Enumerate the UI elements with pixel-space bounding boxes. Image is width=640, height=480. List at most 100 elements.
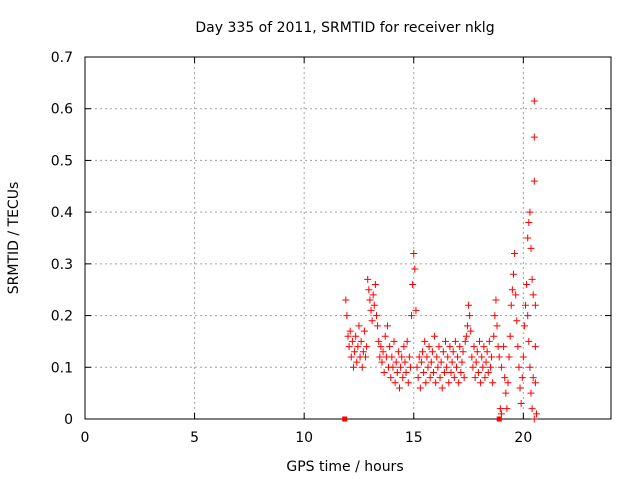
y-tick-label: 0.2	[51, 309, 73, 325]
data-point	[465, 301, 473, 309]
data-point	[342, 296, 350, 304]
data-point	[508, 286, 516, 294]
data-point	[459, 348, 467, 356]
data-point	[426, 374, 434, 382]
data-point	[493, 322, 501, 330]
data-point	[501, 374, 509, 382]
data-point	[354, 343, 362, 351]
data-point	[530, 177, 538, 185]
data-point	[469, 363, 477, 371]
data-point	[509, 270, 517, 278]
data-point	[374, 322, 382, 330]
data-point	[390, 337, 398, 345]
data-point	[392, 358, 400, 366]
data-point	[413, 363, 421, 371]
data-point	[476, 337, 483, 345]
data-point	[497, 410, 505, 418]
data-point	[516, 384, 524, 392]
data-point	[410, 250, 418, 258]
data-point	[531, 379, 539, 387]
data-point	[401, 358, 409, 366]
data-point	[355, 322, 363, 330]
data-point	[496, 405, 504, 413]
y-tick-label: 0.7	[51, 50, 73, 66]
data-point	[388, 353, 396, 361]
data-point	[489, 379, 497, 387]
data-point	[485, 337, 493, 345]
chart-title: Day 335 of 2011, SRMTID for receiver nkl…	[195, 20, 494, 36]
data-point	[411, 265, 419, 273]
data-point	[376, 353, 384, 361]
data-point	[450, 374, 458, 382]
data-point	[472, 358, 480, 366]
data-point	[530, 133, 538, 141]
data-point	[525, 337, 533, 345]
data-point	[495, 353, 503, 361]
data-point	[370, 301, 378, 309]
data-point	[427, 358, 435, 366]
data-point	[480, 343, 488, 351]
data-point	[375, 337, 383, 345]
data-point	[467, 327, 475, 335]
data-point	[372, 312, 380, 320]
data-point	[527, 244, 535, 252]
data-point	[386, 343, 394, 351]
data-point	[416, 384, 424, 392]
data-point	[517, 399, 525, 407]
data-point	[397, 363, 405, 371]
data-point	[357, 337, 365, 345]
data-point	[513, 317, 521, 325]
data-point	[432, 379, 440, 387]
data-point	[398, 353, 406, 361]
x-tick-label: 15	[405, 430, 423, 446]
y-axis-label: SRMTID / TECUs	[6, 182, 22, 295]
data-point	[483, 348, 491, 356]
data-point	[345, 343, 353, 351]
data-point	[437, 358, 445, 366]
data-point	[519, 353, 527, 361]
data-point	[528, 275, 536, 283]
data-point	[367, 306, 375, 314]
data-point	[442, 337, 450, 345]
data-point	[477, 379, 485, 387]
data-point	[360, 327, 368, 335]
data-point	[451, 337, 459, 345]
y-tick-label: 0.4	[51, 205, 73, 221]
data-points	[342, 97, 540, 423]
data-point	[514, 343, 522, 351]
data-point	[399, 374, 407, 382]
data-point	[455, 379, 463, 387]
data-point	[406, 363, 414, 371]
data-point	[433, 353, 441, 361]
data-point	[391, 379, 399, 387]
data-point	[387, 374, 395, 382]
data-point	[481, 374, 489, 382]
data-point	[403, 337, 411, 345]
data-point	[463, 322, 471, 330]
data-point	[365, 286, 373, 294]
data-point	[347, 353, 355, 361]
data-point	[425, 343, 433, 351]
plot-frame	[84, 56, 612, 420]
data-point	[428, 348, 436, 356]
data-point	[456, 343, 464, 351]
data-point	[520, 322, 528, 330]
data-point	[468, 353, 476, 361]
data-point-square	[496, 416, 502, 422]
data-point	[524, 234, 532, 242]
data-point	[461, 337, 469, 345]
data-point	[381, 332, 389, 340]
data-point	[379, 348, 387, 356]
data-point	[412, 306, 420, 314]
data-point	[405, 353, 413, 361]
data-point	[492, 296, 500, 304]
data-point	[368, 317, 376, 325]
data-point	[417, 358, 425, 366]
data-point	[435, 343, 443, 351]
data-point	[396, 384, 404, 392]
data-point	[484, 368, 492, 376]
data-point	[389, 363, 397, 371]
data-point	[531, 343, 539, 351]
data-point	[486, 363, 494, 371]
